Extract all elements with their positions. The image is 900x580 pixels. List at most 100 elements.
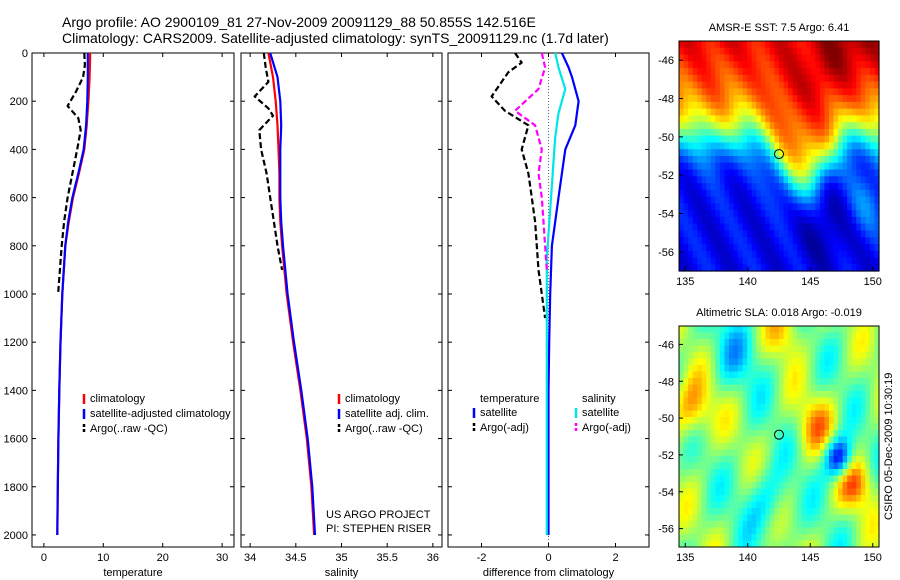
sst_map-cell (683, 149, 689, 157)
sla_map-cell (701, 365, 707, 373)
sst_map-cell (838, 128, 844, 137)
sst_map-cell (819, 176, 826, 184)
sst_map-cell (779, 88, 785, 96)
sst_map-cell (738, 68, 744, 76)
sla_map-cell (788, 332, 794, 340)
salinity-xtick-label: 36 (427, 552, 439, 564)
sst_map-cell (738, 210, 744, 218)
sla_map-cell (815, 384, 821, 392)
sst_map-cell (874, 196, 880, 204)
sla_map-cell (765, 508, 771, 516)
sst_map-cell (829, 257, 835, 265)
sst_map-cell (779, 135, 785, 144)
sla_map-cell (692, 443, 698, 451)
sla_map-cell (810, 410, 816, 418)
sst_map-cell (738, 41, 744, 49)
sla_map-cell (819, 521, 826, 529)
sst_map-cell (692, 183, 698, 191)
sla_map-cell (742, 391, 748, 399)
sla_map-cell (769, 469, 776, 477)
sla_map-cell (719, 397, 726, 405)
sla_map-cell (715, 456, 721, 464)
sla_map-cell (692, 417, 698, 425)
sst_map-cell (792, 176, 798, 184)
sla_map-cell (697, 352, 703, 360)
sst_map-cell (742, 108, 748, 117)
sla_map-cell (724, 430, 730, 438)
sla_map-cell (769, 371, 776, 379)
sla_map-cell (760, 332, 766, 340)
difference-legend-title-temperature: temperature (480, 393, 539, 405)
sla_map-cell (824, 410, 830, 418)
sla_map-cell (829, 397, 835, 405)
sst_map-cell (779, 243, 785, 252)
sst_map-cell (769, 88, 776, 96)
sla_map-cell (819, 352, 826, 360)
sst_map-cell (815, 216, 821, 225)
sla_map-cell (869, 345, 876, 353)
sla_map-cell (847, 456, 853, 464)
sla_map-cell (692, 332, 698, 340)
sst_map-cell (810, 68, 816, 76)
sst_map-cell (710, 68, 716, 76)
sla_map-cell (810, 430, 816, 438)
sst_map-cell (774, 135, 780, 144)
sst_map-cell (710, 243, 716, 252)
sla_map-cell (706, 534, 712, 542)
sst_map-cell (738, 176, 744, 184)
sst_map-cell (860, 162, 866, 171)
sla_map-cell (788, 365, 794, 373)
sst_map-cell (842, 203, 848, 211)
sst_map-cell (765, 81, 771, 89)
sla_map-cell (679, 534, 685, 542)
sst_map-cell (719, 169, 726, 177)
sst_map-cell (765, 250, 771, 259)
sla_map-cell (697, 495, 703, 503)
sla_map-cell (715, 417, 721, 425)
sst_map-ytick-label: -50 (658, 132, 674, 144)
sla_map-cell (815, 449, 821, 457)
sla_map-cell (874, 326, 880, 334)
sla_map-cell (756, 501, 762, 509)
sla_map-cell (851, 423, 857, 431)
sst_map-cell (824, 237, 830, 245)
sst_map-cell (788, 122, 794, 130)
sst_map-cell (801, 250, 807, 259)
sst_map-cell (842, 142, 848, 150)
sst_map-cell (706, 115, 712, 123)
sla_map-cell (810, 326, 816, 334)
sla_map-cell (869, 443, 876, 451)
sst_map-cell (856, 257, 862, 265)
sst_map-cell (788, 189, 794, 198)
sla_map-cell (729, 332, 735, 340)
sla_map-cell (774, 345, 780, 353)
sla_map-cell (733, 482, 739, 490)
sst_map-cell (692, 162, 698, 171)
sst_map-cell (865, 223, 871, 232)
sla_map-cell (829, 469, 835, 477)
sla_map-cell (783, 514, 789, 522)
sla_map-cell (797, 495, 803, 503)
sst_map-cell (842, 216, 848, 225)
sst_map-cell (724, 115, 730, 123)
sst_map-cell (688, 162, 694, 171)
sst_map-cell (801, 189, 807, 198)
sla_map-cell (819, 358, 826, 366)
sst_map-cell (869, 216, 876, 225)
depth-tick-label: 400 (10, 144, 28, 156)
sla_map-cell (679, 456, 685, 464)
sla_map-cell (692, 488, 698, 496)
sst_map-cell (779, 74, 785, 83)
difference-series-temperature-satellite (547, 52, 580, 535)
sla_map-cell (688, 326, 694, 334)
sla_map-cell (865, 443, 871, 451)
sla_map-cell (756, 527, 762, 535)
sla_map-cell (738, 508, 744, 516)
sst_map-cell (706, 95, 712, 103)
sst_map-cell (869, 230, 876, 238)
sla_map-cell (729, 475, 735, 483)
sst_map-cell (829, 95, 835, 103)
sla_map-cell (701, 371, 707, 379)
sst_map-cell (701, 264, 707, 272)
sla_map-cell (688, 358, 694, 366)
